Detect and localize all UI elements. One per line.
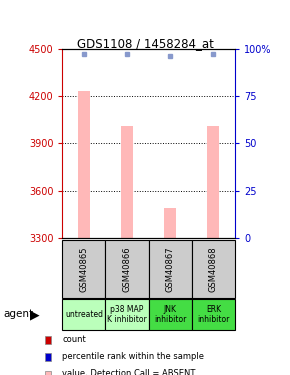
Text: ERK
inhibitor: ERK inhibitor <box>197 305 229 324</box>
Text: value, Detection Call = ABSENT: value, Detection Call = ABSENT <box>62 369 196 375</box>
Text: ▶: ▶ <box>30 308 40 321</box>
Bar <box>207 126 219 238</box>
Bar <box>164 208 176 238</box>
Text: GSM40867: GSM40867 <box>166 246 175 292</box>
Text: GDS1108 / 1458284_at: GDS1108 / 1458284_at <box>77 38 213 51</box>
Bar <box>121 126 133 238</box>
Text: p38 MAP
K inhibitor: p38 MAP K inhibitor <box>107 305 147 324</box>
Text: GSM40868: GSM40868 <box>209 246 218 292</box>
Text: GSM40866: GSM40866 <box>123 246 132 292</box>
Bar <box>78 92 90 238</box>
Text: JNK
inhibitor: JNK inhibitor <box>154 305 186 324</box>
Text: count: count <box>62 335 86 344</box>
Text: percentile rank within the sample: percentile rank within the sample <box>62 352 204 361</box>
Text: agent: agent <box>3 309 33 320</box>
Text: GSM40865: GSM40865 <box>79 246 88 292</box>
Text: untreated: untreated <box>65 310 103 319</box>
